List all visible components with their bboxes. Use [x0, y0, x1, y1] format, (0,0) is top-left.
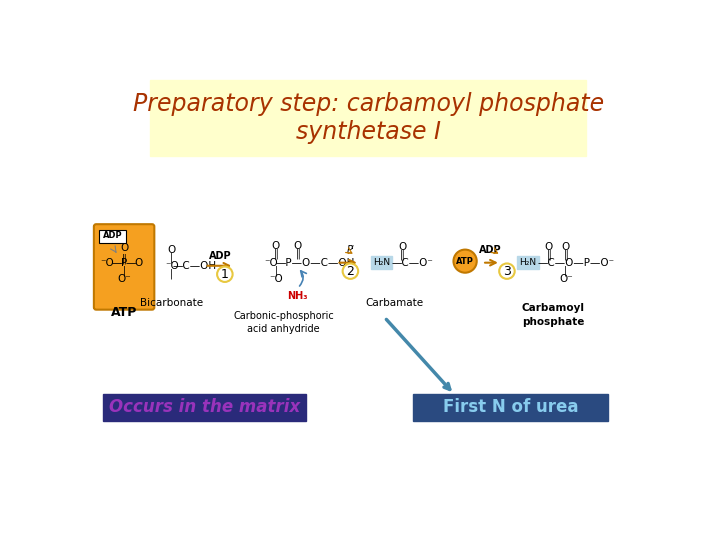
Text: Pᴵ: Pᴵ [346, 245, 354, 254]
Text: —C—OH: —C—OH [173, 261, 217, 271]
Text: O: O [544, 242, 553, 252]
Text: ⁻O: ⁻O [165, 261, 179, 271]
Text: First N of urea: First N of urea [443, 399, 579, 416]
Text: ‖: ‖ [546, 249, 552, 260]
Text: ADP: ADP [103, 231, 122, 240]
Text: |: | [170, 269, 173, 280]
Text: ATP: ATP [111, 306, 138, 319]
Text: ‖: ‖ [564, 249, 568, 260]
Text: ‖: ‖ [274, 248, 279, 259]
Text: —P—O—C—OH: —P—O—C—OH [276, 258, 356, 268]
Text: ADP: ADP [209, 251, 232, 261]
Text: ADP: ADP [479, 245, 501, 254]
Text: 2: 2 [346, 265, 354, 278]
Text: H₂N: H₂N [373, 258, 390, 267]
Circle shape [499, 264, 515, 279]
Text: Preparatory step: carbamoyl phosphate
synthetase I: Preparatory step: carbamoyl phosphate sy… [132, 92, 604, 144]
Text: ‖: ‖ [295, 248, 300, 259]
Text: —: — [112, 259, 122, 268]
FancyBboxPatch shape [99, 230, 127, 242]
FancyBboxPatch shape [413, 394, 608, 421]
Text: O: O [134, 259, 142, 268]
Text: O⁻: O⁻ [117, 274, 131, 284]
Text: NH₃: NH₃ [287, 291, 308, 301]
Text: 1: 1 [221, 268, 229, 281]
Text: Occurs in the matrix: Occurs in the matrix [109, 399, 300, 416]
Text: ⁻O: ⁻O [264, 258, 278, 268]
Text: ‖: ‖ [122, 254, 127, 264]
Text: Carbamate: Carbamate [366, 299, 423, 308]
Text: H₂N: H₂N [519, 258, 536, 267]
Text: O: O [272, 241, 280, 251]
FancyBboxPatch shape [371, 256, 392, 269]
Circle shape [343, 264, 358, 279]
Text: P: P [121, 259, 127, 268]
Text: ATP: ATP [456, 256, 474, 266]
Text: Bicarbonate: Bicarbonate [140, 299, 203, 308]
Text: O: O [562, 242, 570, 252]
Text: |: | [564, 266, 567, 276]
Text: ‖: ‖ [400, 249, 405, 260]
FancyBboxPatch shape [517, 256, 539, 269]
Circle shape [217, 267, 233, 282]
Text: Carbamoyl
phosphate: Carbamoyl phosphate [522, 303, 585, 327]
Text: O: O [398, 242, 407, 252]
FancyBboxPatch shape [94, 224, 154, 309]
Circle shape [454, 249, 477, 273]
Text: —C—O—P—O⁻: —C—O—P—O⁻ [538, 258, 615, 268]
Text: O: O [167, 245, 176, 254]
Text: |: | [170, 252, 173, 262]
Text: —C—O⁻: —C—O⁻ [392, 258, 433, 268]
Text: ⁻O: ⁻O [269, 274, 283, 284]
Text: —: — [126, 259, 136, 268]
FancyBboxPatch shape [150, 80, 586, 157]
Text: |: | [122, 266, 126, 276]
Text: 3: 3 [503, 265, 511, 278]
Text: ⁻O: ⁻O [100, 259, 114, 268]
Text: |: | [274, 266, 278, 276]
Text: O: O [294, 241, 302, 251]
Text: O: O [120, 243, 128, 253]
Text: O⁻: O⁻ [559, 274, 572, 284]
FancyBboxPatch shape [103, 394, 306, 421]
Text: Carbonic-phosphoric
acid anhydride: Carbonic-phosphoric acid anhydride [233, 311, 334, 334]
